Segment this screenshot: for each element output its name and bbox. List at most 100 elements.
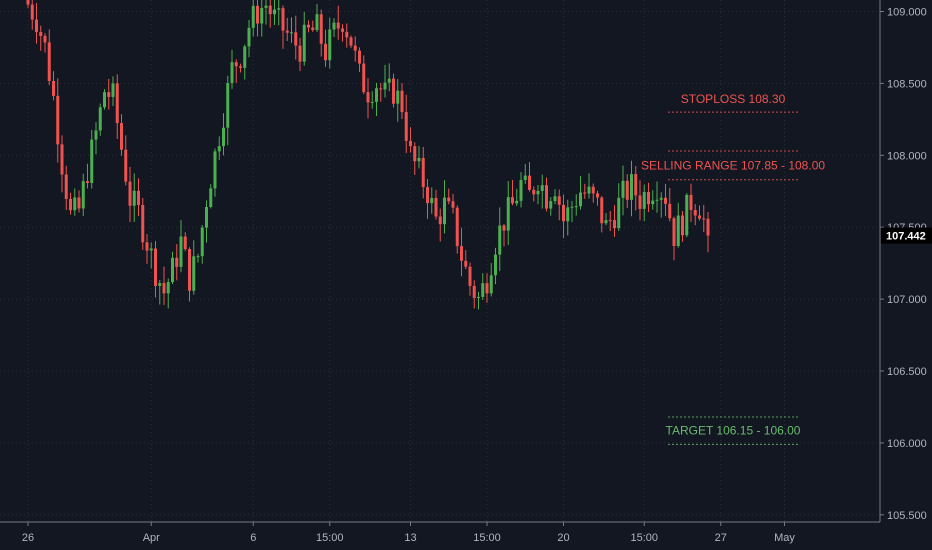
candle-down[interactable] — [625, 180, 629, 200]
candle-down[interactable] — [60, 144, 64, 175]
candle-up[interactable] — [370, 101, 374, 103]
candle-down[interactable] — [528, 175, 531, 190]
candle-up[interactable] — [222, 127, 225, 147]
candle-down[interactable] — [557, 196, 561, 205]
candle-down[interactable] — [366, 92, 370, 103]
candle-down[interactable] — [532, 189, 536, 195]
candle-up[interactable] — [264, 5, 268, 8]
candle-up[interactable] — [523, 175, 527, 180]
candle-up[interactable] — [676, 215, 680, 246]
candle-down[interactable] — [349, 37, 353, 46]
candle-up[interactable] — [430, 197, 434, 204]
stoploss-label[interactable]: STOPLOSS 108.30 — [681, 92, 786, 106]
candle-up[interactable] — [132, 190, 136, 206]
candle-up[interactable] — [90, 139, 94, 183]
candle-down[interactable] — [183, 236, 187, 250]
candle-down[interactable] — [451, 201, 455, 208]
candle-up[interactable] — [166, 282, 170, 294]
candle-down[interactable] — [455, 207, 459, 247]
candle-down[interactable] — [379, 88, 383, 90]
candle-down[interactable] — [319, 14, 323, 44]
candle-up[interactable] — [213, 151, 217, 189]
candle-up[interactable] — [396, 90, 400, 104]
candle-down[interactable] — [39, 32, 43, 36]
candle-down[interactable] — [562, 204, 565, 222]
candle-up[interactable] — [171, 257, 174, 283]
candle-down[interactable] — [154, 248, 157, 286]
candle-down[interactable] — [447, 197, 451, 202]
candle-down[interactable] — [128, 181, 132, 206]
candle-up[interactable] — [158, 282, 162, 286]
candle-up[interactable] — [273, 9, 276, 15]
candle-down[interactable] — [400, 90, 404, 113]
candle-up[interactable] — [277, 8, 281, 10]
candle-up[interactable] — [515, 200, 519, 204]
candle-up[interactable] — [651, 200, 655, 205]
candle-down[interactable] — [137, 190, 140, 206]
candle-down[interactable] — [468, 266, 472, 286]
candle-up[interactable] — [375, 88, 378, 102]
candle-down[interactable] — [307, 24, 310, 28]
candle-up[interactable] — [443, 197, 446, 225]
candle-up[interactable] — [630, 174, 633, 200]
candle-up[interactable] — [566, 207, 570, 222]
candle-up[interactable] — [617, 197, 621, 229]
candle-down[interactable] — [634, 174, 638, 196]
candle-up[interactable] — [251, 5, 255, 28]
candle-up[interactable] — [685, 194, 689, 236]
candle-down[interactable] — [485, 283, 489, 294]
candle-down[interactable] — [353, 45, 357, 51]
candle-down[interactable] — [511, 197, 514, 204]
candle-down[interactable] — [404, 112, 408, 141]
candle-up[interactable] — [494, 254, 497, 276]
annotations[interactable]: STOPLOSS 108.30 SELLING RANGE 107.85 - 10… — [641, 92, 825, 445]
candle-down[interactable] — [698, 215, 701, 219]
candle-up[interactable] — [230, 62, 234, 84]
candle-down[interactable] — [638, 195, 642, 209]
candle-down[interactable] — [362, 63, 366, 93]
candle-down[interactable] — [268, 5, 272, 15]
candle-up[interactable] — [328, 29, 332, 61]
candle-up[interactable] — [417, 157, 421, 162]
candle-down[interactable] — [35, 19, 38, 33]
candle-down[interactable] — [56, 95, 60, 145]
candle-down[interactable] — [591, 186, 595, 194]
candle-up[interactable] — [209, 188, 213, 207]
candle-down[interactable] — [294, 32, 298, 46]
candle-up[interactable] — [290, 32, 293, 34]
candle-down[interactable] — [234, 62, 238, 67]
candle-down[interactable] — [77, 197, 81, 209]
candle-up[interactable] — [205, 206, 208, 228]
candle-down[interactable] — [285, 30, 289, 33]
candle-down[interactable] — [702, 218, 706, 220]
candle-down[interactable] — [502, 225, 506, 231]
candle-up[interactable] — [200, 227, 204, 257]
candle-down[interactable] — [69, 198, 72, 211]
candle-up[interactable] — [179, 236, 183, 267]
candle-up[interactable] — [247, 27, 251, 47]
target-label[interactable]: TARGET 106.15 - 106.00 — [666, 424, 801, 438]
candle-down[interactable] — [145, 242, 149, 251]
candle-down[interactable] — [141, 205, 145, 243]
candle-down[interactable] — [64, 174, 68, 199]
candle-down[interactable] — [281, 8, 285, 31]
candle-up[interactable] — [387, 78, 391, 83]
candle-down[interactable] — [600, 197, 604, 224]
candle-up[interactable] — [98, 107, 102, 131]
candle-down[interactable] — [256, 5, 259, 24]
candle-down[interactable] — [438, 216, 442, 225]
candle-down[interactable] — [124, 149, 128, 182]
candle-up[interactable] — [655, 199, 659, 201]
candle-down[interactable] — [345, 31, 349, 38]
candle-up[interactable] — [73, 197, 77, 211]
candle-down[interactable] — [413, 146, 417, 162]
candle-up[interactable] — [570, 206, 574, 208]
candle-up[interactable] — [103, 92, 106, 108]
candle-down[interactable] — [120, 123, 123, 150]
candle-up[interactable] — [587, 186, 591, 194]
candle-up[interactable] — [94, 130, 98, 140]
candle-down[interactable] — [298, 45, 302, 62]
selling-range-label[interactable]: SELLING RANGE 107.85 - 108.00 — [641, 158, 825, 172]
candle-up[interactable] — [506, 197, 510, 231]
